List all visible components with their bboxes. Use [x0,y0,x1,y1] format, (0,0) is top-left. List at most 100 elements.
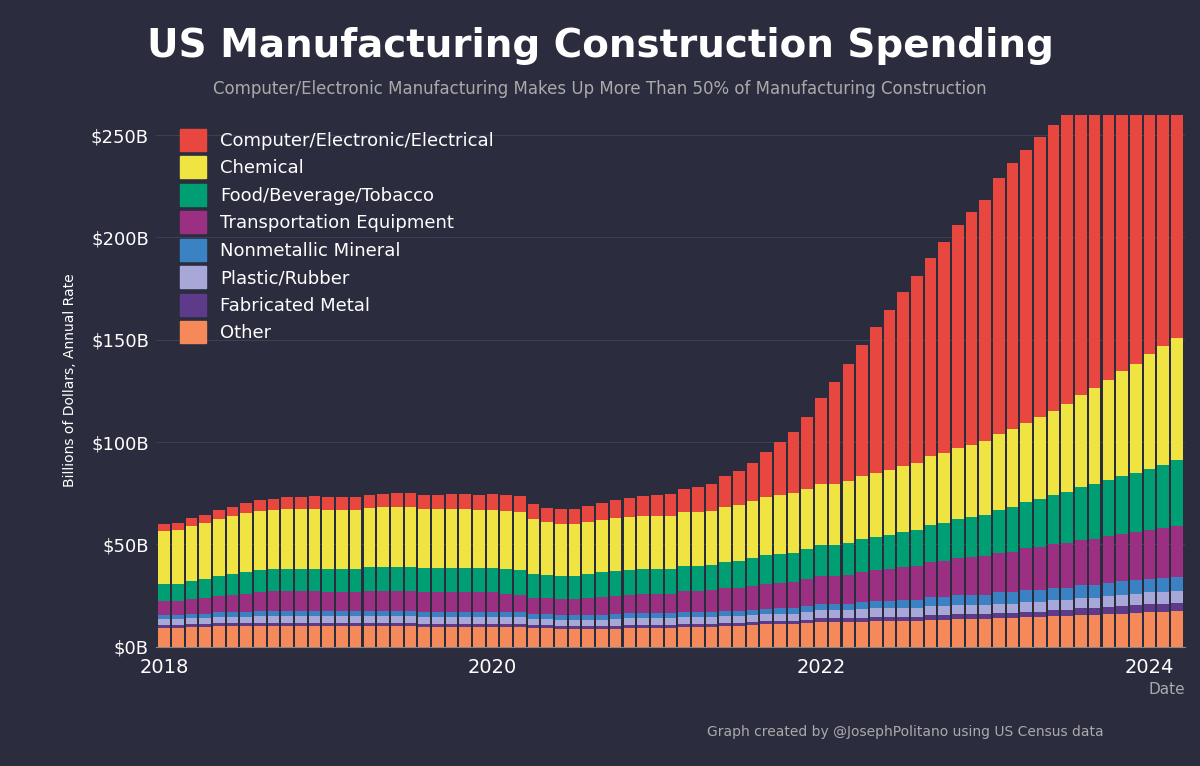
Bar [227,617,239,624]
Bar [1130,613,1141,647]
Bar [966,517,977,557]
Bar [802,606,814,612]
Bar [952,225,964,448]
Bar [1171,603,1183,611]
Bar [582,620,594,627]
Bar [541,625,553,628]
Bar [1130,594,1141,604]
Bar [541,619,553,625]
Bar [883,601,895,608]
Bar [938,453,950,523]
Bar [500,612,512,617]
Bar [473,627,485,647]
Bar [186,526,197,581]
Bar [391,627,402,647]
Bar [1007,506,1019,552]
Bar [733,624,745,627]
Bar [994,509,1004,552]
Bar [528,628,539,647]
Bar [678,627,690,647]
Bar [883,535,895,569]
Bar [460,494,470,509]
Bar [719,588,731,611]
Bar [445,509,457,568]
Bar [323,616,334,624]
Bar [528,574,539,597]
Bar [172,523,184,530]
Text: US Manufacturing Construction Spending: US Manufacturing Construction Spending [146,27,1054,65]
Bar [556,615,566,620]
Bar [582,630,594,647]
Bar [254,500,265,511]
Bar [911,600,923,608]
Bar [1116,581,1128,594]
Bar [994,613,1004,618]
Bar [172,619,184,625]
Bar [212,624,224,627]
Bar [1171,526,1183,577]
Bar [377,627,389,647]
Bar [692,612,703,617]
Bar [979,199,991,441]
Bar [172,530,184,584]
Bar [898,600,908,608]
Bar [1157,592,1169,604]
Bar [158,601,170,615]
Bar [829,610,840,618]
Bar [637,628,649,647]
Bar [815,576,827,604]
Bar [569,598,581,615]
Bar [1103,614,1114,647]
Bar [227,574,239,594]
Bar [364,495,376,508]
Bar [500,569,512,594]
Bar [569,615,581,620]
Bar [240,512,252,572]
Bar [596,620,608,627]
Bar [186,618,197,624]
Bar [473,509,485,568]
Bar [596,597,608,615]
Bar [733,616,745,624]
Bar [460,592,470,612]
Bar [1116,606,1128,614]
Bar [281,611,293,616]
Bar [761,452,772,497]
Bar [186,581,197,598]
Bar [733,627,745,647]
Bar [268,509,280,569]
Bar [323,627,334,647]
Bar [1075,585,1087,597]
Bar [541,575,553,597]
Bar [637,496,649,516]
Legend: Computer/Electronic/Electrical, Chemical, Food/Beverage/Tobacco, Transportation : Computer/Electronic/Electrical, Chemical… [180,129,493,343]
Bar [308,616,320,624]
Bar [883,569,895,601]
Bar [336,569,348,592]
Bar [172,628,184,647]
Bar [199,523,211,579]
Bar [966,614,977,619]
Bar [624,499,635,517]
Bar [227,624,239,627]
Bar [391,624,402,627]
Bar [377,506,389,567]
Bar [295,611,307,616]
Bar [787,552,799,582]
Bar [979,614,991,619]
Bar [556,524,566,576]
Bar [460,612,470,617]
Bar [473,612,485,617]
Bar [419,624,430,627]
Bar [404,591,416,611]
Bar [1048,610,1060,616]
Bar [1048,600,1060,610]
Bar [857,345,868,476]
Bar [254,570,265,592]
Bar [186,624,197,627]
Bar [1130,473,1141,532]
Bar [199,618,211,624]
Bar [925,620,936,647]
Bar [240,572,252,594]
Bar [787,614,799,621]
